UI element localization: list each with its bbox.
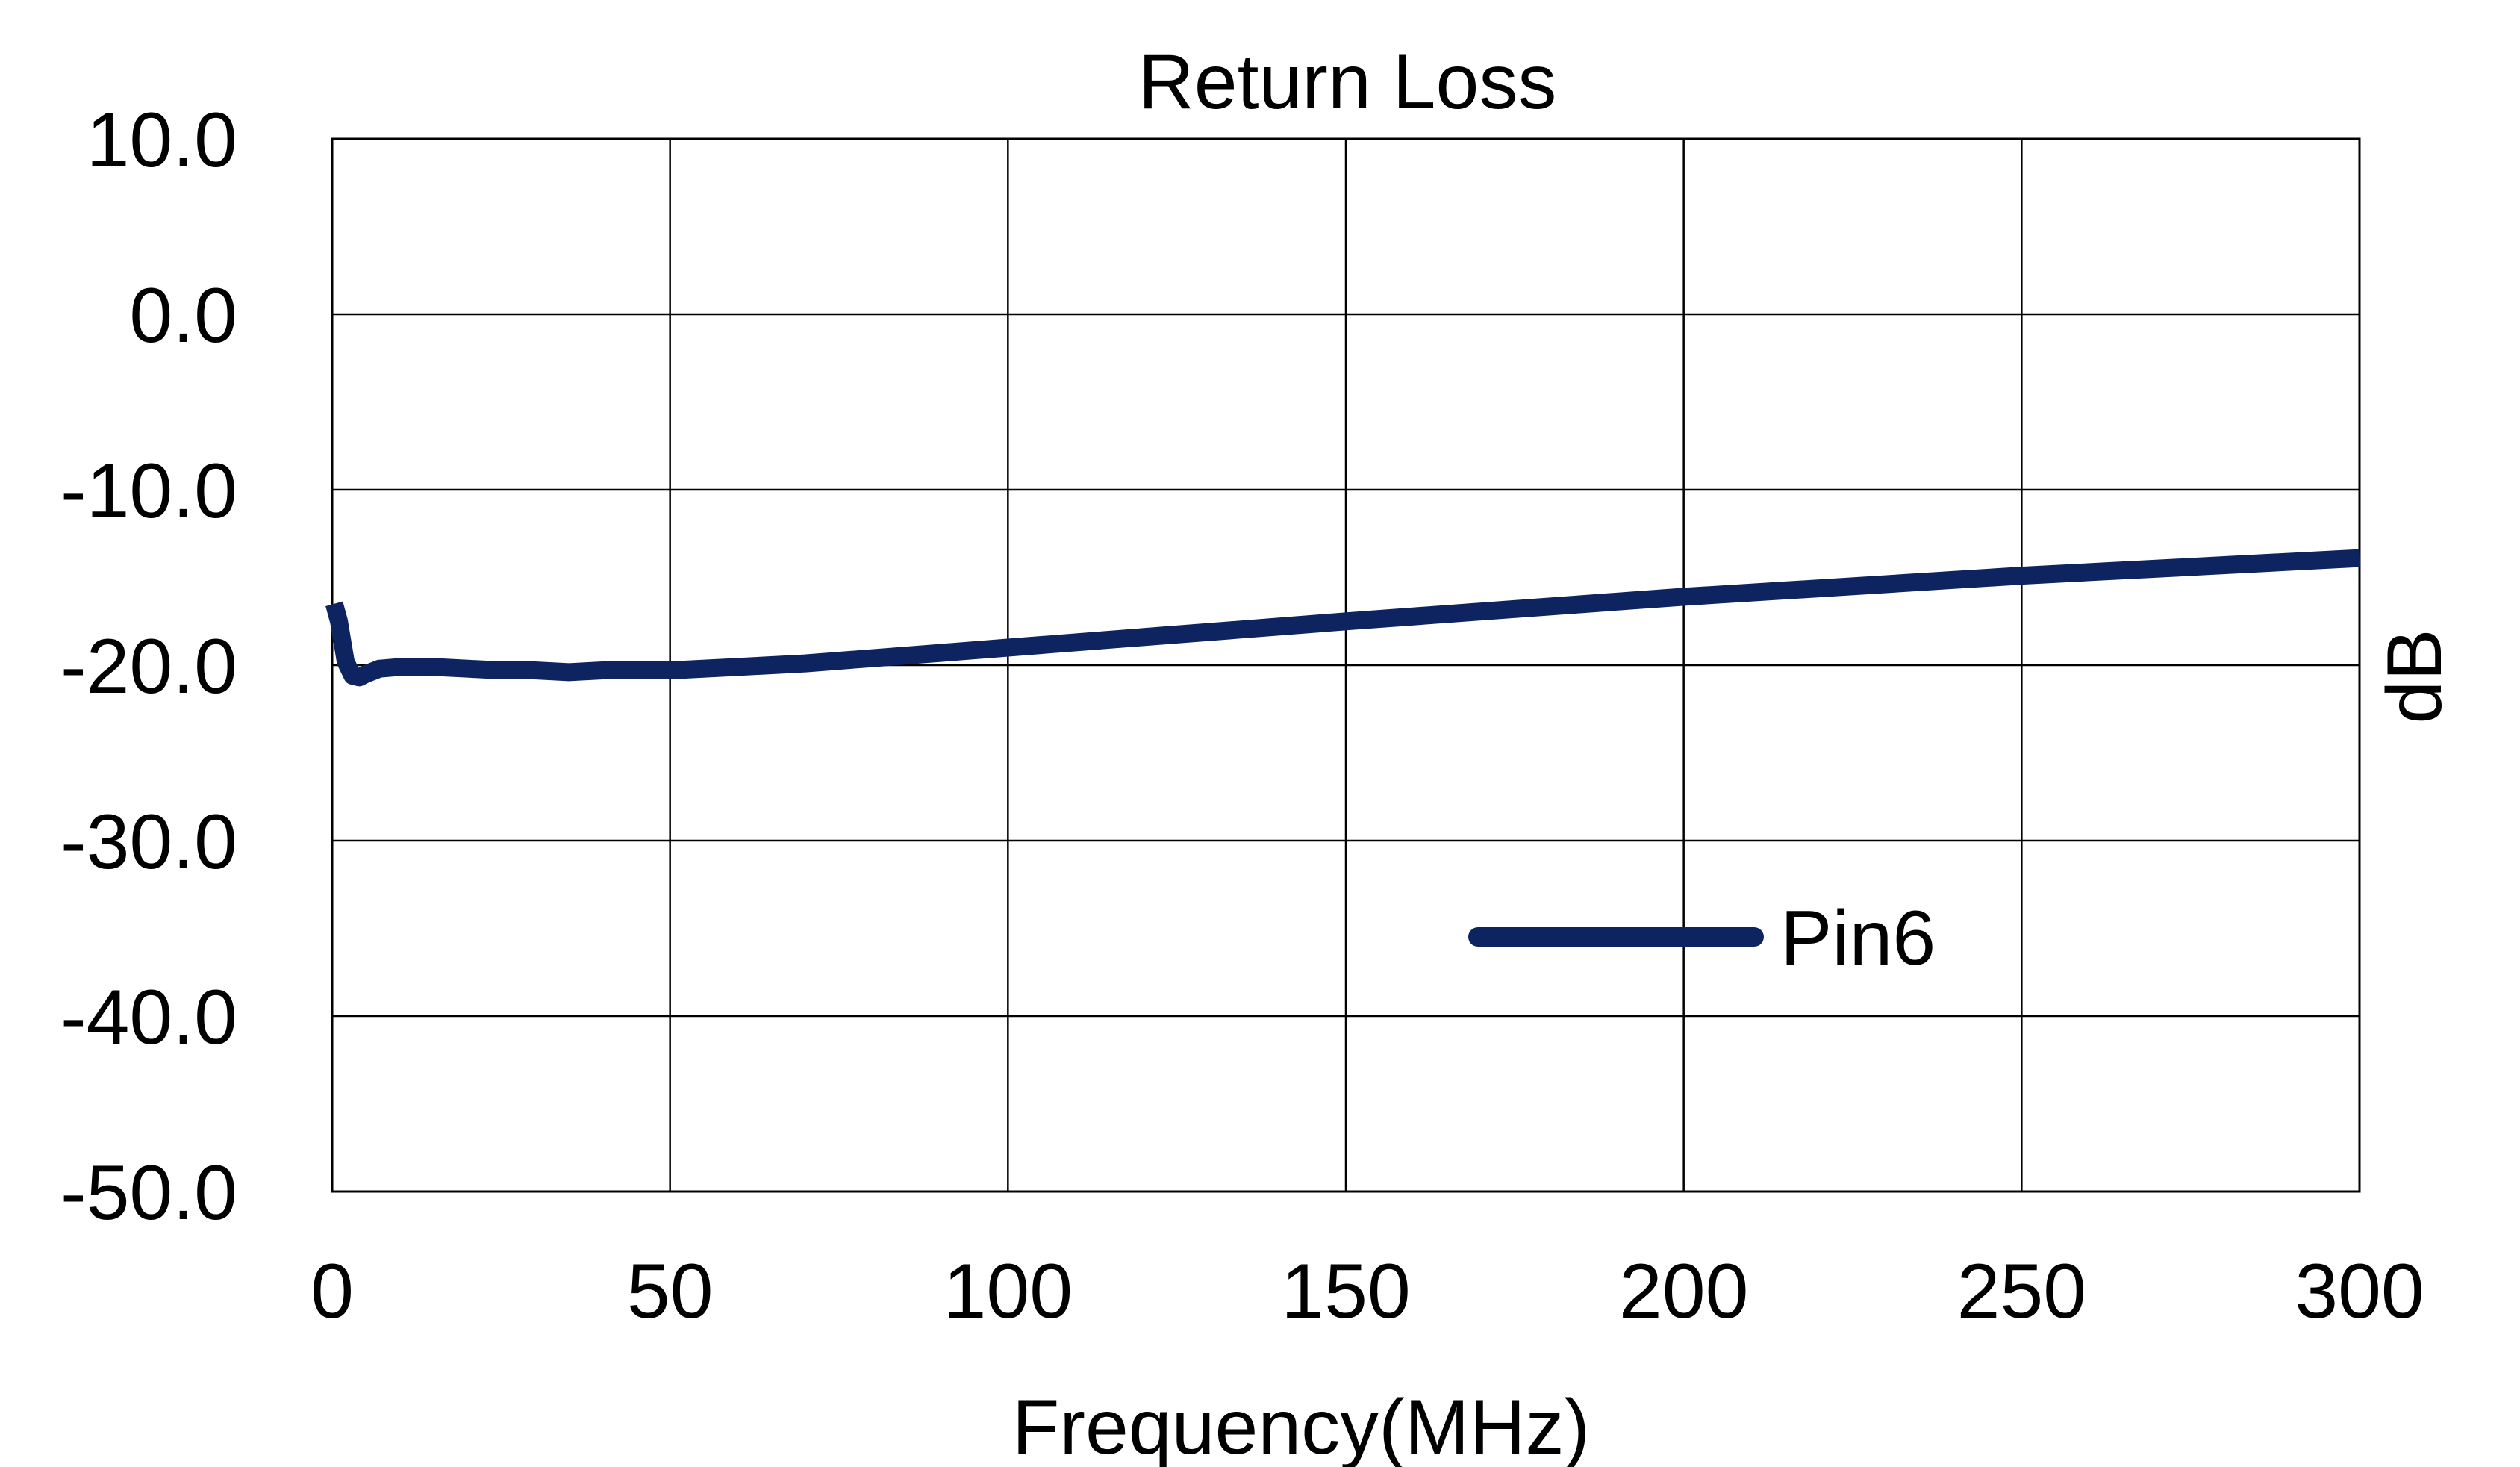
x-tick-labels: 0 50 100 150 200 250 300 xyxy=(311,1248,2424,1335)
y-tick-label: 10.0 xyxy=(87,97,237,184)
plot-frame xyxy=(331,137,2361,1193)
y-tick-labels: 10.0 0.0 -10.0 -20.0 -30.0 -40.0 -50.0 xyxy=(60,97,237,1236)
x-tick-label: 0 xyxy=(311,1248,354,1335)
y-tick-label: -30.0 xyxy=(60,799,237,885)
y-tick-label: -40.0 xyxy=(60,974,237,1061)
y-axis-label: dB xyxy=(2371,629,2458,723)
legend-label-pin6: Pin6 xyxy=(1780,895,1936,982)
x-tick-label: 200 xyxy=(1619,1248,1749,1335)
x-tick-label: 300 xyxy=(2295,1248,2424,1335)
series-line-pin6 xyxy=(325,549,2360,687)
chart-title: Return Loss xyxy=(1138,39,1557,125)
y-tick-label: 0.0 xyxy=(129,272,237,359)
x-tick-label: 50 xyxy=(627,1248,714,1335)
y-tick-label: -50.0 xyxy=(60,1150,237,1236)
x-tick-label: 150 xyxy=(1281,1248,1411,1335)
x-axis-label: Frequency(MHz) xyxy=(1012,1384,1590,1467)
x-tick-label: 100 xyxy=(944,1248,1073,1335)
legend: Pin6 xyxy=(1468,895,1936,982)
series-layer xyxy=(325,549,2360,687)
y-tick-label: -20.0 xyxy=(60,623,237,710)
y-tick-label: -10.0 xyxy=(60,448,237,535)
x-tick-label: 250 xyxy=(1957,1248,2087,1335)
